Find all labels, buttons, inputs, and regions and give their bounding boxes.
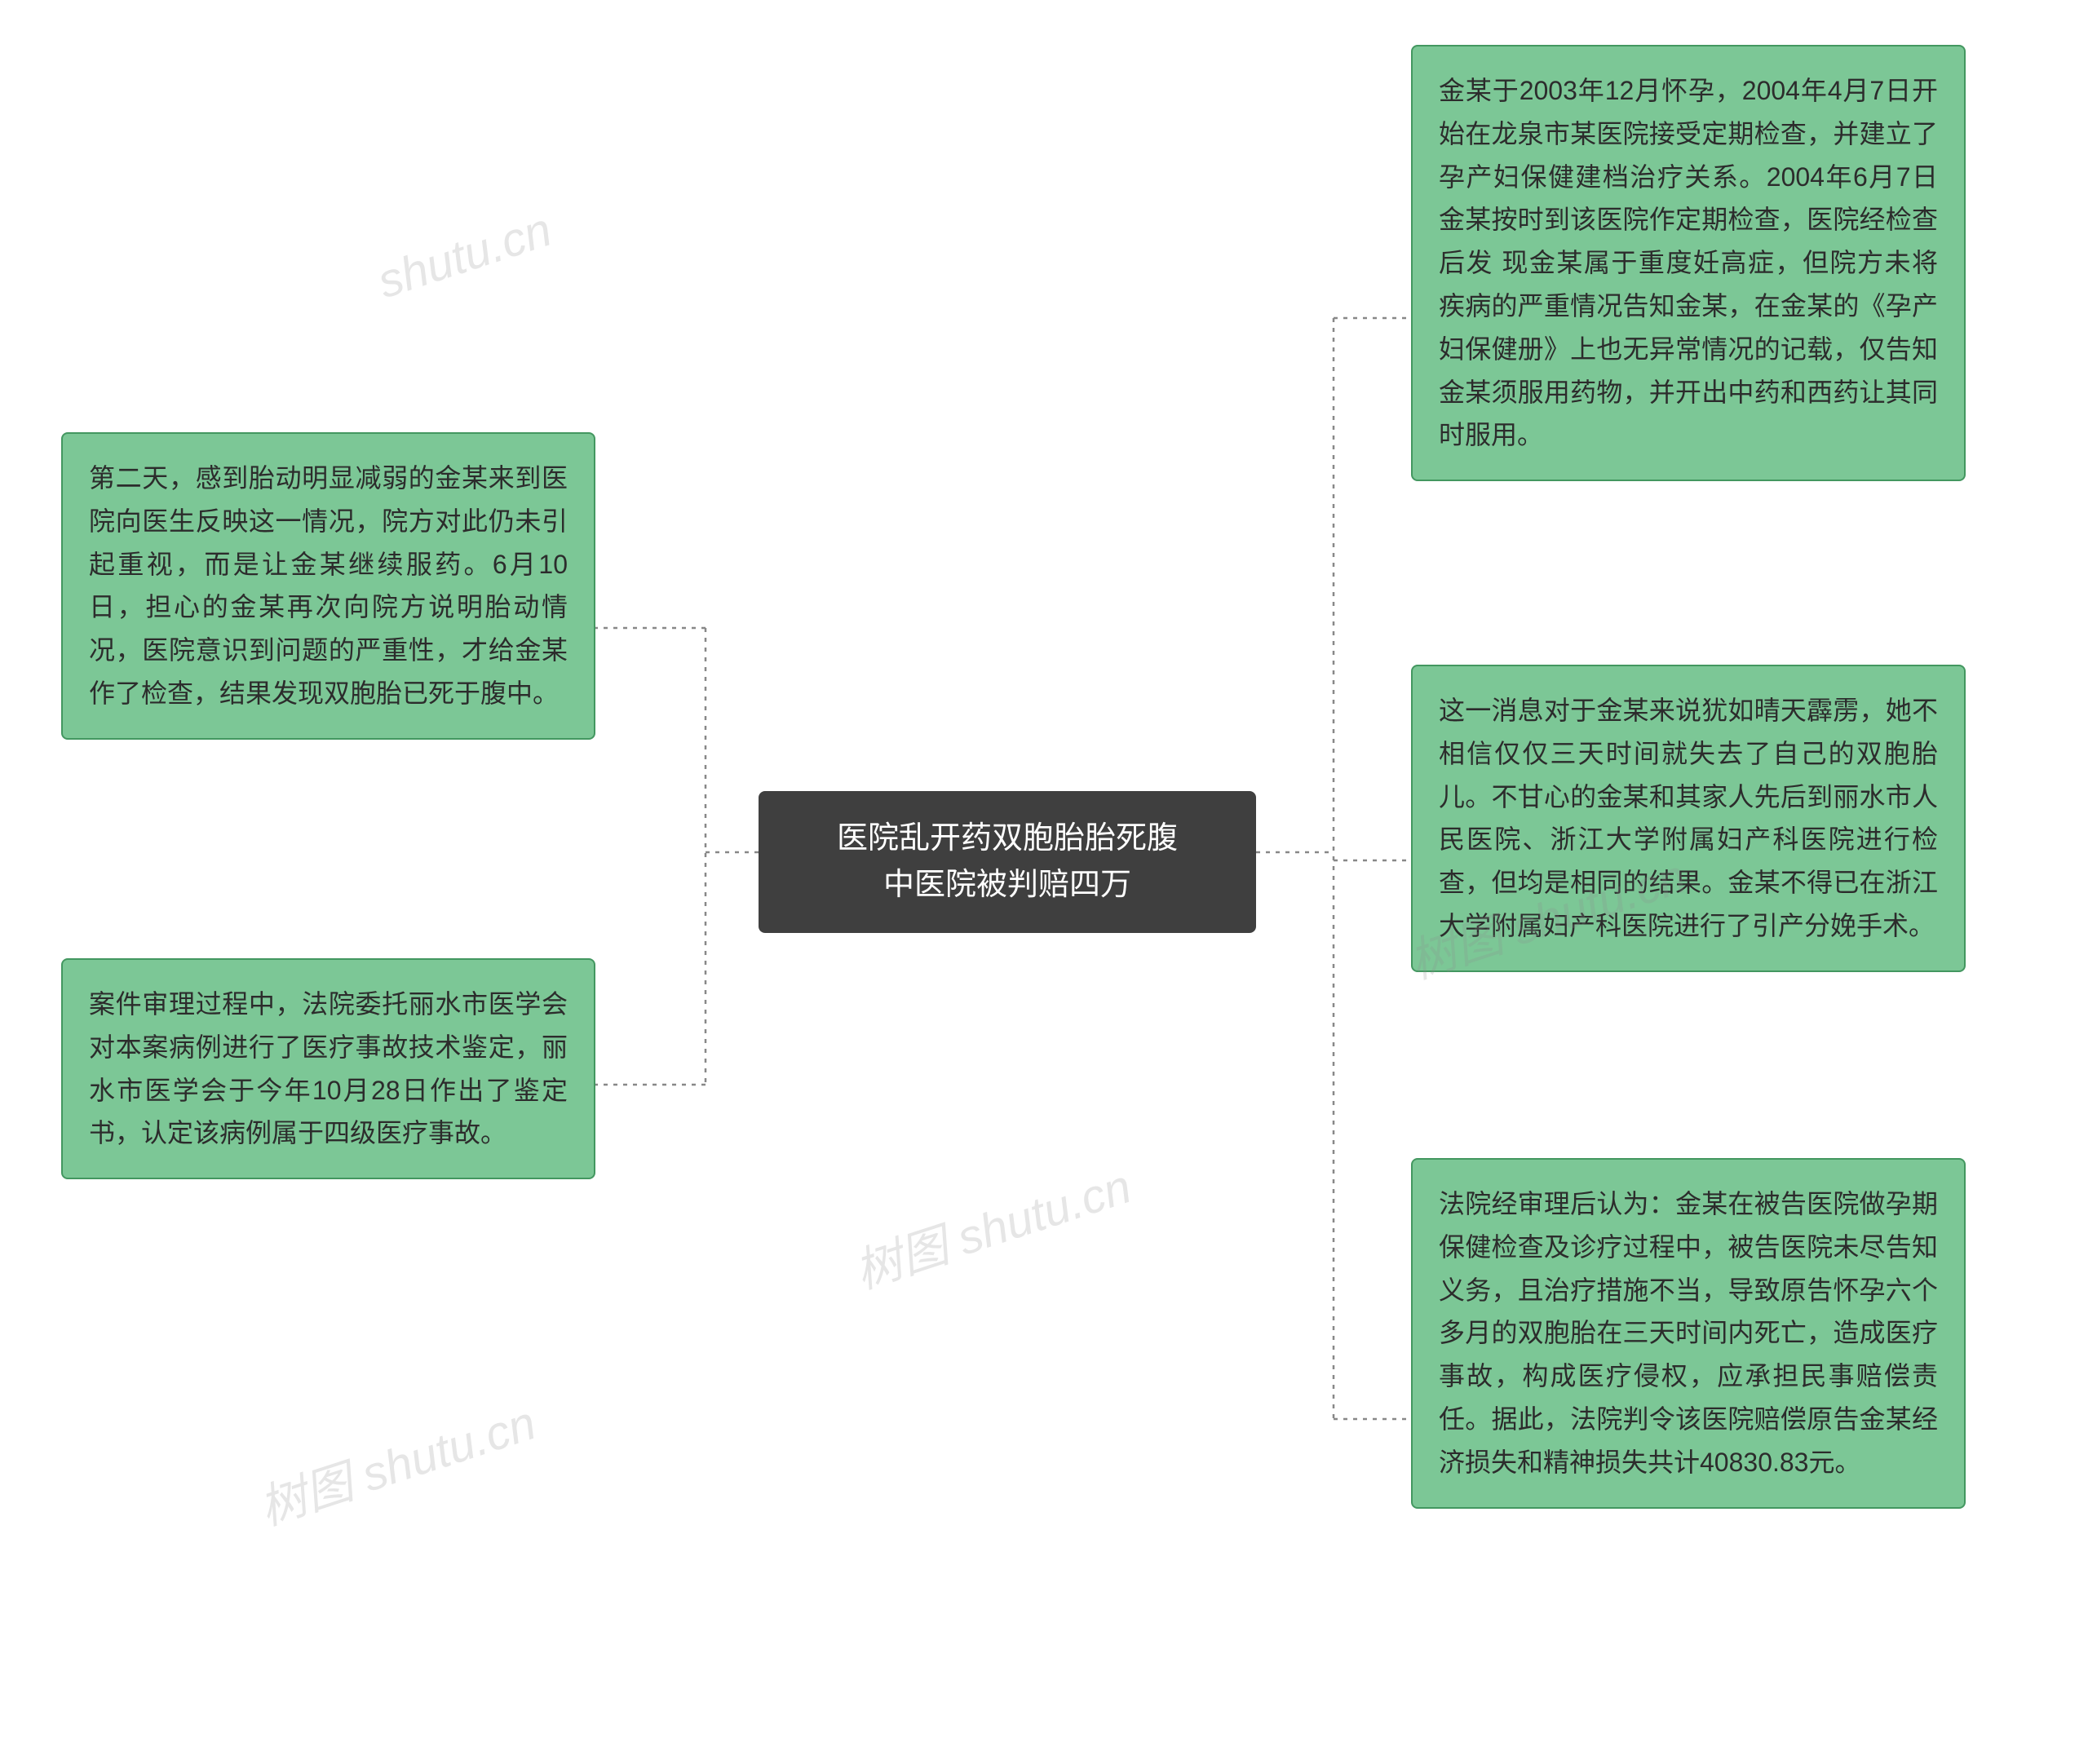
watermark-1: 树图 shutu.cn — [845, 1148, 1139, 1302]
center-node[interactable]: 医院乱开药双胞胎胎死腹中医院被判赔四万 — [759, 791, 1256, 933]
leaf-node-right-1[interactable]: 这一消息对于金某来说犹如晴天霹雳，她不相信仅仅三天时间就失去了自己的双胞胎儿。不… — [1411, 665, 1966, 972]
watermark-3: shutu.cn — [371, 202, 558, 309]
leaf-node-right-2[interactable]: 法院经审理后认为：金某在被告医院做孕期保健检查及诊疗过程中，被告医院未尽告知义务… — [1411, 1158, 1966, 1509]
leaf-node-left-0[interactable]: 第二天，感到胎动明显减弱的金某来到医院向医生反映这一情况，院方对此仍未引起重视，… — [61, 432, 595, 740]
mindmap-canvas: 医院乱开药双胞胎胎死腹中医院被判赔四万 第二天，感到胎动明显减弱的金某来到医院向… — [0, 0, 2088, 1764]
leaf-node-right-0[interactable]: 金某于2003年12月怀孕，2004年4月7日开始在龙泉市某医院接受定期检查，并… — [1411, 45, 1966, 481]
watermark-0: 树图 shutu.cn — [250, 1385, 543, 1538]
leaf-node-left-1[interactable]: 案件审理过程中，法院委托丽水市医学会对本案病例进行了医疗事故技术鉴定，丽水市医学… — [61, 958, 595, 1179]
